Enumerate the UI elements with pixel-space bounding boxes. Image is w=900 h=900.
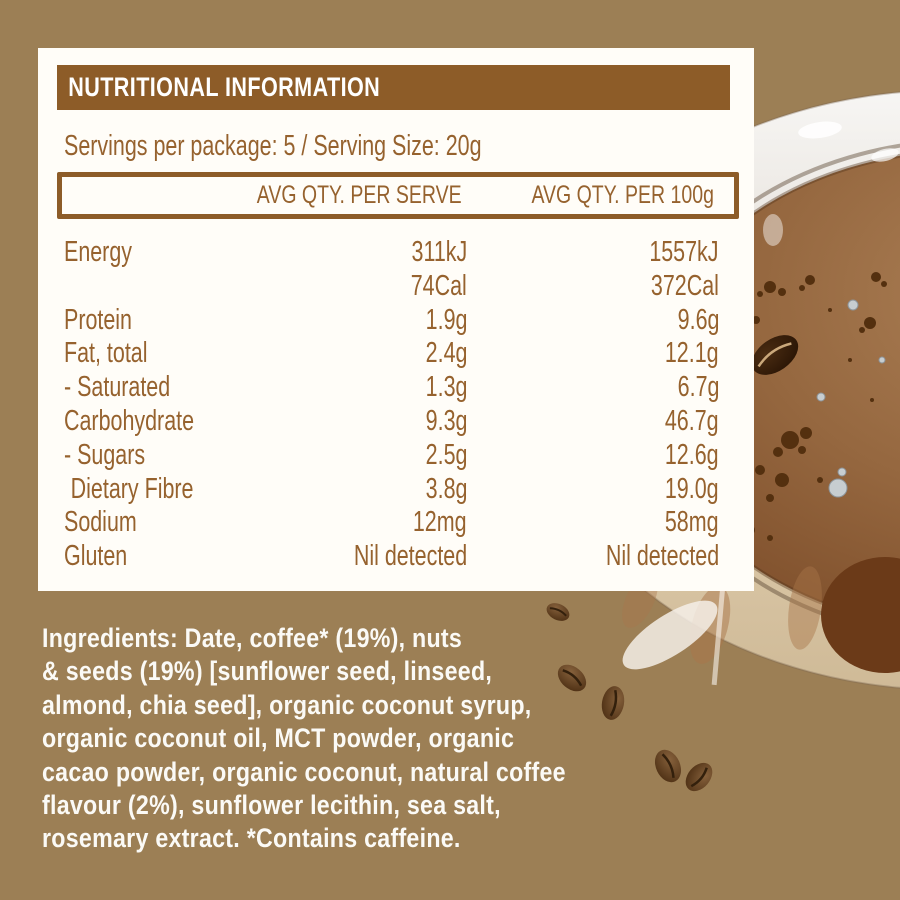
column-header-per-100g: AVG QTY. PER 100g: [531, 181, 714, 209]
ingredients-line: flavour (2%), sunflower lecithin, sea sa…: [42, 789, 501, 820]
table-row: Dietary Fibre 3.8g 19.0g: [70, 472, 719, 505]
ingredients-text: Ingredients: Date, coffee* (19%), nuts &…: [42, 622, 651, 856]
bubbles: [816, 299, 886, 498]
table-row: Gluten Nil detected Nil detected: [64, 540, 719, 573]
ingredients-line: rosemary extract. *Contains caffeine.: [42, 823, 461, 854]
glass-base-details: [622, 557, 900, 686]
nutrition-panel: NUTRITIONAL INFORMATION Servings per pac…: [38, 48, 754, 591]
table-row: Protein 1.9g 9.6g: [64, 303, 719, 336]
coffee-bean-on-smoothie: [751, 335, 799, 375]
ingredients-line: organic coconut oil, MCT powder, organic: [42, 723, 515, 754]
ingredients-line: Ingredients: Date, coffee* (19%), nuts: [42, 623, 463, 653]
ingredients-line: almond, chia seed], organic coconut syru…: [42, 689, 532, 720]
nutrition-table: Energy 311kJ 1557kJ 74Cal 372Cal Protein…: [64, 236, 719, 574]
servings-line: Servings per package: 5 / Serving Size: …: [64, 130, 482, 162]
panel-title-bar: NUTRITIONAL INFORMATION: [57, 65, 730, 110]
table-row: Fat, total 2.4g 12.1g: [64, 337, 719, 370]
table-row: Carbohydrate 9.3g 46.7g: [64, 404, 719, 437]
table-row: 74Cal 372Cal: [410, 269, 719, 302]
table-row: - Sugars 2.5g 12.6g: [64, 438, 719, 471]
table-header: AVG QTY. PER SERVE AVG QTY. PER 100g: [57, 172, 739, 219]
smoothie-drip: [821, 557, 900, 673]
table-row: - Saturated 1.3g 6.7g: [64, 371, 719, 404]
cacao-sprinkles: [743, 272, 887, 541]
ingredients-line: & seeds (19%) [sunflower seed, linseed,: [42, 656, 493, 687]
table-row: Sodium 12mg 58mg: [64, 506, 719, 539]
glass-highlights: [763, 121, 899, 246]
column-header-per-serve: AVG QTY. PER SERVE: [257, 181, 462, 209]
table-row: Energy 311kJ 1557kJ: [64, 236, 719, 268]
coffee-beans: [546, 603, 713, 792]
ingredients-line: cacao powder, organic coconut, natural c…: [42, 756, 566, 787]
panel-title: NUTRITIONAL INFORMATION: [68, 72, 381, 102]
